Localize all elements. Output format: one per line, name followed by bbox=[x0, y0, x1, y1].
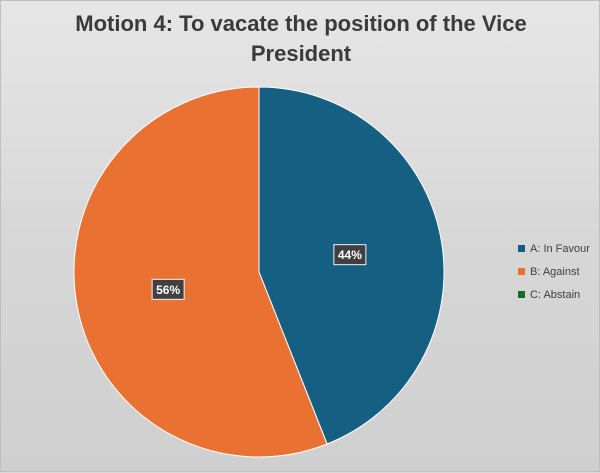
legend-item-against: B: Against bbox=[518, 260, 590, 283]
pie-slices bbox=[73, 86, 445, 458]
slice-in-favour bbox=[258, 86, 445, 445]
data-label-in-favour: 44% bbox=[333, 244, 367, 266]
data-label-in-favour-box bbox=[333, 244, 367, 266]
pie-data-labels: 44% 56% bbox=[151, 244, 367, 300]
chart-title: Motion 4: To vacate the position of the … bbox=[1, 9, 600, 69]
legend-swatch-in-favour bbox=[518, 245, 525, 252]
chart-title-line-2: President bbox=[250, 41, 352, 66]
legend-label-abstain: C: Abstain bbox=[530, 288, 581, 301]
legend-item-in-favour: A: In Favour bbox=[518, 237, 590, 260]
legend-label-against: B: Against bbox=[530, 265, 580, 278]
data-label-in-favour-text: 44% bbox=[338, 248, 362, 262]
data-label-against-box bbox=[151, 278, 185, 300]
legend-swatch-against bbox=[518, 268, 525, 275]
data-label-against-text: 56% bbox=[156, 283, 180, 297]
slice-against bbox=[73, 86, 328, 458]
legend-item-abstain: C: Abstain bbox=[518, 283, 590, 306]
chart-legend: A: In Favour B: Against C: Abstain bbox=[518, 237, 590, 306]
data-label-against: 56% bbox=[151, 278, 185, 300]
chart-title-line-1: Motion 4: To vacate the position of the … bbox=[75, 11, 527, 36]
legend-swatch-abstain bbox=[518, 291, 525, 298]
legend-label-in-favour: A: In Favour bbox=[530, 242, 590, 255]
